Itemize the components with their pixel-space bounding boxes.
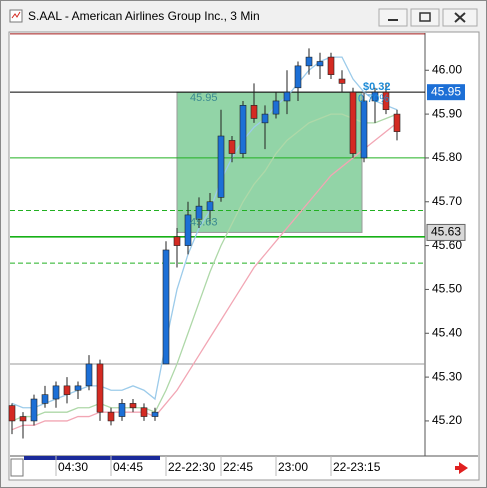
moving-average — [11, 122, 398, 431]
x-tick-label: 22:45 — [223, 460, 253, 474]
box-bottom-label: 45.63 — [190, 216, 218, 228]
x-tick-label: 22-22:30 — [168, 460, 216, 474]
y-tick-label: 45.60 — [432, 238, 462, 252]
price-tag — [426, 223, 466, 241]
scroll-right-arrow[interactable] — [455, 462, 468, 474]
y-tick-label: 45.30 — [432, 369, 462, 383]
x-tick-label: 04:45 — [113, 460, 143, 474]
candle-body — [228, 140, 236, 154]
window-title: S.AAL - American Airlines Group Inc., 3 … — [28, 9, 260, 23]
y-tick-label: 45.20 — [432, 413, 462, 427]
y-tick-label: 45.80 — [432, 150, 462, 164]
y-tick-label: 45.50 — [432, 282, 462, 296]
candle-body — [85, 363, 93, 387]
moving-average — [11, 113, 398, 422]
box-top-label: 45.95 — [190, 92, 218, 104]
close-icon — [454, 12, 466, 23]
minimize-button[interactable] — [378, 8, 408, 27]
candle-body — [217, 135, 225, 198]
candle-body — [30, 398, 38, 422]
price-tag-label: 45.95 — [431, 84, 461, 98]
candle-body — [173, 236, 181, 246]
candle-body — [349, 91, 357, 154]
candle-body — [41, 394, 49, 404]
x-tick-label: 23:00 — [278, 460, 308, 474]
candle-body — [371, 91, 379, 102]
candle-body — [63, 385, 71, 395]
candle-body — [74, 385, 82, 391]
candle-body — [327, 56, 335, 75]
candle-body — [283, 91, 291, 102]
change-amount: $0.32 — [363, 81, 391, 93]
maximize-button[interactable] — [410, 8, 440, 27]
price-tag — [427, 84, 465, 101]
candle-body — [338, 78, 346, 84]
candle-body — [19, 416, 27, 422]
candle-body — [96, 363, 104, 413]
candle-body — [206, 201, 214, 211]
candle-body — [250, 105, 258, 119]
candle-body — [272, 100, 280, 115]
y-tick-label: 45.40 — [432, 325, 462, 339]
candle-body — [239, 105, 247, 154]
y-tick-label: 45.90 — [432, 106, 462, 120]
candle-body — [8, 405, 16, 422]
candle-body — [261, 113, 269, 124]
candle-body — [360, 100, 368, 159]
candle-body — [118, 403, 126, 417]
candle-body — [151, 411, 159, 417]
candle-body — [129, 403, 137, 409]
maximize-icon — [419, 12, 431, 22]
measure-box — [176, 91, 363, 233]
candle-body — [107, 411, 115, 422]
scroll-box[interactable] — [10, 458, 24, 477]
candle-body — [393, 113, 401, 132]
change-percent: 0.70% — [358, 93, 389, 105]
candle-body — [184, 214, 192, 246]
app-icon-glyph — [11, 11, 21, 19]
candle-body — [382, 91, 390, 111]
price-tag-label: 45.63 — [431, 225, 461, 239]
x-tick-label: 22-23:15 — [333, 460, 381, 474]
candle-body — [52, 385, 60, 400]
candle-body — [294, 65, 302, 89]
y-tick-label: 46.00 — [432, 62, 462, 76]
candle-body — [140, 407, 148, 417]
x-tick-label: 04:30 — [58, 460, 88, 474]
candle-body — [305, 56, 313, 67]
y-tick-label: 45.70 — [432, 194, 462, 208]
candle-body — [162, 249, 170, 365]
candle-body — [195, 205, 203, 220]
scroll-indicator — [24, 456, 160, 460]
candle-body — [316, 61, 324, 67]
